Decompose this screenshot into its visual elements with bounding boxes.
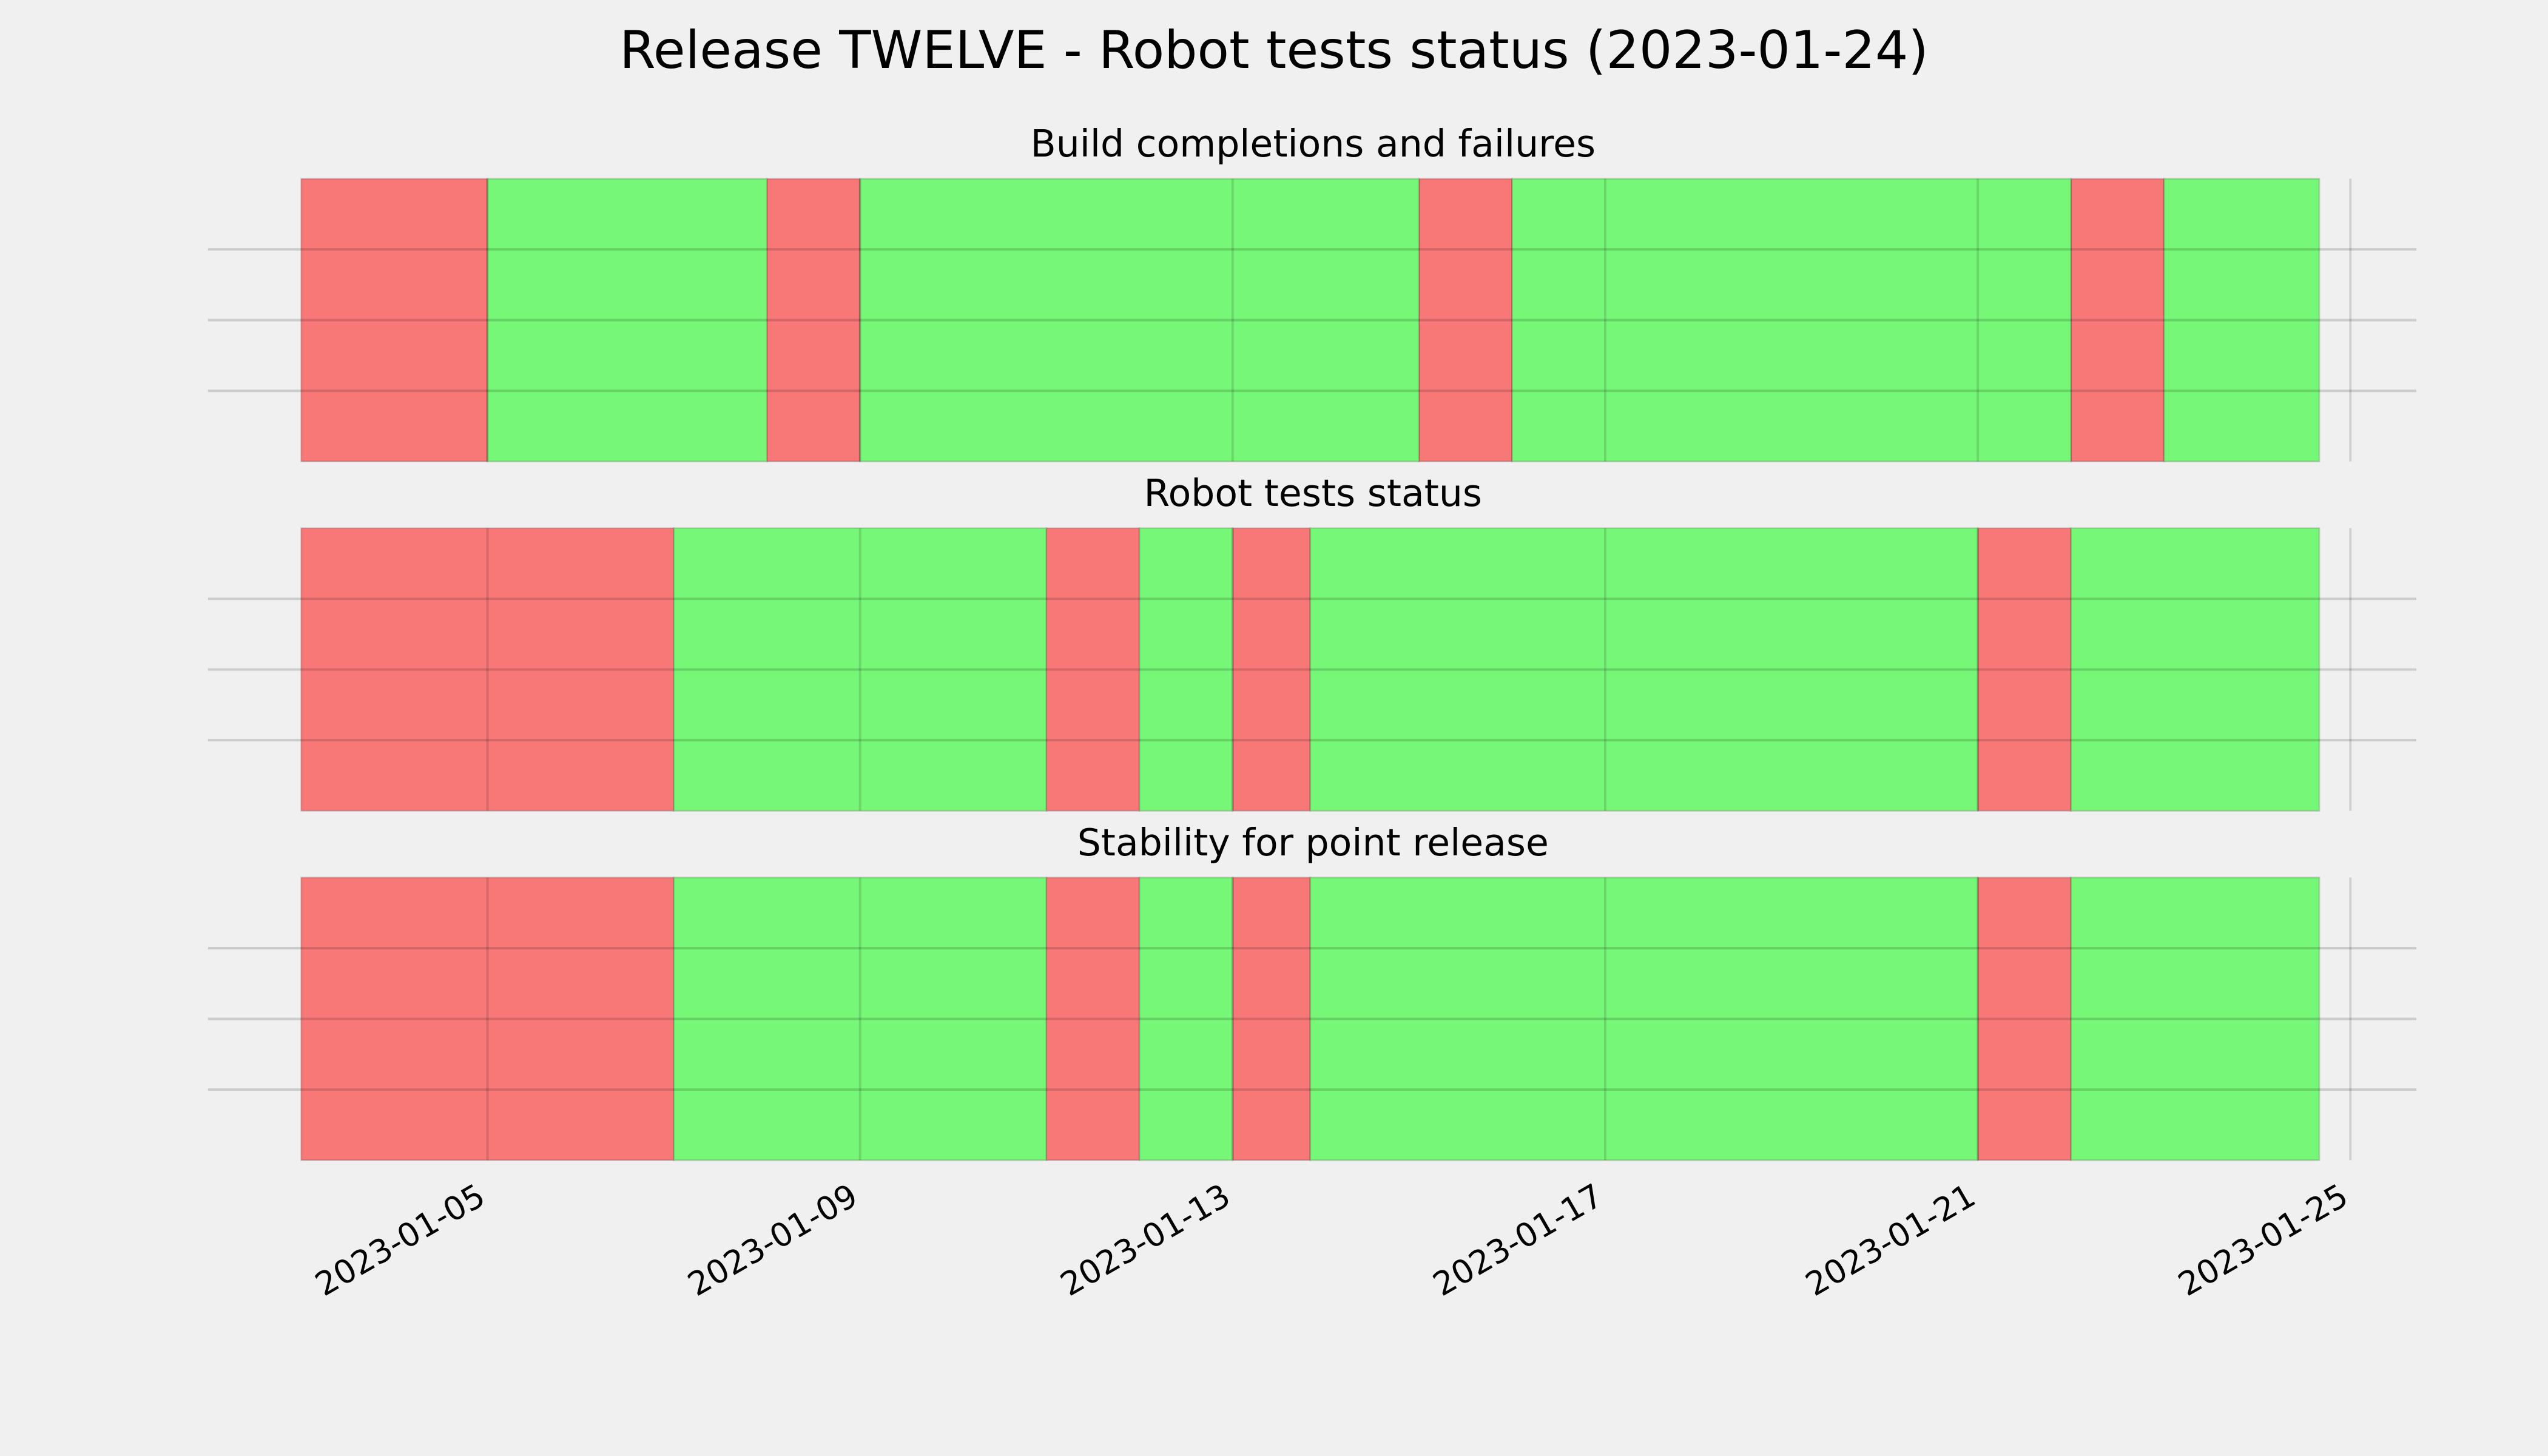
status-span [2070,877,2320,1161]
status-span [1232,527,1312,812]
status-span [2070,527,2320,812]
status-span [859,178,1420,463]
status-span [1309,877,1979,1161]
status-span [1138,877,1234,1161]
status-span [1138,527,1234,812]
status-span [300,527,675,812]
status-span [1232,877,1312,1161]
status-span [300,877,675,1161]
status-span [1045,527,1141,812]
status-span [673,527,1048,812]
status-span [1977,877,2072,1161]
status-span [1309,527,1979,812]
status-span [2163,178,2320,463]
status-span [2070,178,2165,463]
status-span [1977,527,2072,812]
subplot-title: Robot tests status [1144,471,1482,515]
status-span [1511,178,2072,463]
subplot-title: Stability for point release [1077,821,1549,864]
status-span [673,877,1048,1161]
subplot-title: Build completions and failures [1030,122,1596,166]
chart-title: Release TWELVE - Robot tests status (202… [619,20,1929,81]
status-span [766,178,861,463]
status-span [1418,178,1513,463]
status-span [300,178,488,463]
status-span [487,178,768,463]
status-span [1045,877,1141,1161]
